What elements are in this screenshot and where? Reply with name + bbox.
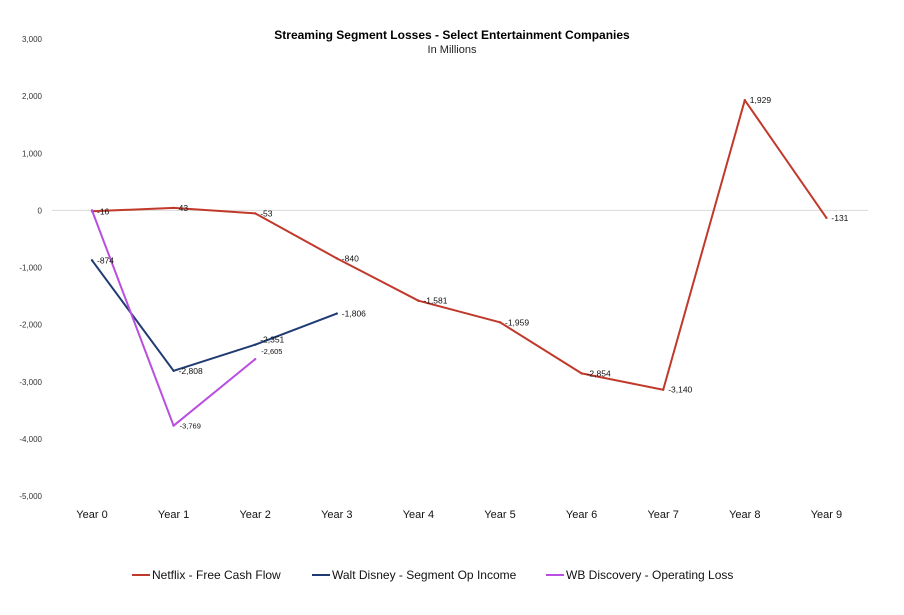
chart-subtitle: In Millions	[427, 44, 477, 56]
y-tick-label: -2,000	[19, 321, 42, 330]
series-line-2	[91, 259, 338, 372]
x-tick-label: Year 4	[403, 509, 434, 521]
data-label: -3,140	[668, 385, 692, 395]
series-line-1	[91, 99, 828, 391]
x-tick-label: Year 0	[76, 509, 107, 521]
data-label: -53	[260, 208, 273, 218]
y-tick-label: -4,000	[19, 435, 42, 444]
data-point	[254, 212, 257, 215]
data-point	[172, 369, 175, 372]
data-label: 1,929	[750, 95, 772, 105]
x-tick-label: Year 2	[239, 509, 270, 521]
y-tick-label: 0	[38, 206, 43, 215]
data-point	[254, 357, 257, 361]
chart-title: Streaming Segment Losses - Select Entert…	[274, 28, 630, 42]
y-tick-label: -1,000	[19, 264, 42, 273]
data-point	[335, 257, 338, 260]
data-label: -840	[342, 253, 359, 263]
data-label: -2,351	[260, 335, 284, 345]
data-point	[254, 343, 257, 346]
data-point	[90, 259, 94, 262]
data-point	[743, 98, 746, 102]
data-point	[825, 216, 828, 220]
data-label: -1,959	[505, 317, 529, 327]
data-label: 43	[179, 203, 189, 213]
y-axis: 3,000 2,000 1,000 0 -1,000 -2,000 -3,000 -4,000…	[19, 35, 868, 501]
data-point	[172, 424, 175, 427]
data-label: -131	[831, 213, 848, 223]
data-point	[662, 388, 665, 391]
data-label: -2,808	[179, 366, 203, 376]
legend-item: WB Discovery - Operating Loss	[546, 568, 733, 582]
series-line-3	[91, 210, 256, 427]
legend-label: Netflix - Free Cash Flow	[152, 568, 281, 582]
data-label: -16	[97, 206, 110, 216]
data-label: -2,605	[261, 347, 282, 356]
data-label: -3,769	[180, 422, 201, 431]
data-point	[498, 321, 502, 324]
data-label: -874	[97, 255, 114, 265]
x-tick-label: Year 7	[647, 509, 678, 521]
legend-item: Walt Disney - Segment Op Income	[312, 568, 517, 582]
y-tick-label: 2,000	[22, 92, 43, 101]
data-point	[172, 206, 175, 210]
series-layer	[90, 98, 828, 427]
legend-label: WB Discovery - Operating Loss	[566, 568, 733, 582]
y-tick-label: -3,000	[19, 378, 42, 387]
x-tick-label: Year 6	[566, 509, 597, 521]
data-label: -1,806	[342, 309, 366, 319]
legend: Netflix - Free Cash Flow Walt Disney - Se…	[132, 568, 733, 582]
data-label: -2,854	[587, 368, 611, 378]
y-tick-label: -5,000	[19, 492, 42, 501]
x-tick-label: Year 9	[811, 509, 842, 521]
y-tick-label: 1,000	[22, 149, 43, 158]
x-tick-label: Year 1	[158, 509, 189, 521]
data-label: -1,581	[423, 296, 447, 306]
data-labels: -16 43 -53 -840 -1,581 -1,959 -2,854 -3,140 1,92…	[97, 95, 849, 430]
y-tick-label: 3,000	[22, 35, 43, 44]
x-tick-label: Year 5	[484, 509, 515, 521]
legend-label: Walt Disney - Segment Op Income	[332, 568, 517, 582]
x-tick-label: Year 3	[321, 509, 352, 521]
data-point	[335, 312, 338, 315]
data-point	[417, 299, 420, 302]
legend-item: Netflix - Free Cash Flow	[132, 568, 281, 582]
data-point	[580, 372, 583, 375]
data-point	[90, 209, 94, 212]
x-axis: Year 0 Year 1 Year 2 Year 3 Year 4 Year 5 Year…	[76, 509, 842, 521]
x-tick-label: Year 8	[729, 509, 760, 521]
